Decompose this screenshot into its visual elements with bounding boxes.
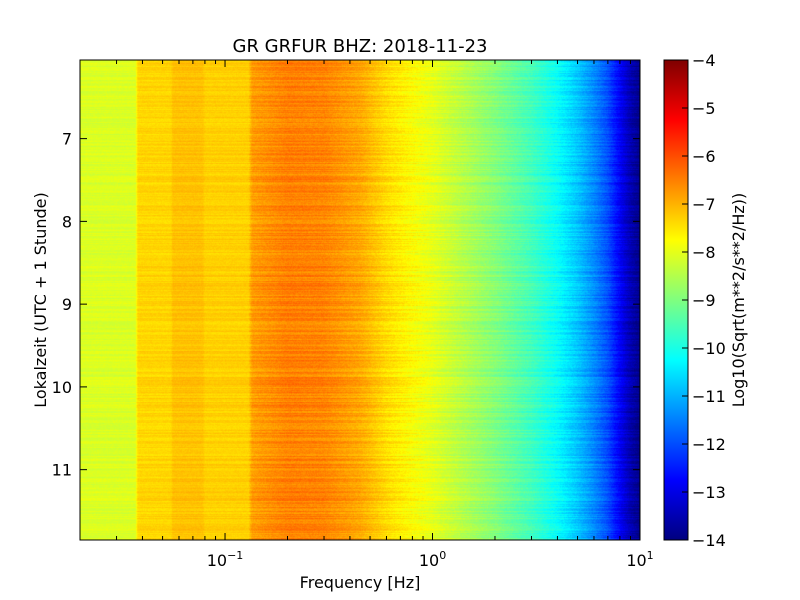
colorbar-tick-label: −12 — [692, 435, 726, 454]
chart-title: GR GRFUR BHZ: 2018-11-23 — [233, 36, 488, 57]
colorbar-tick-label: −6 — [692, 147, 716, 166]
heatmap-canvas — [80, 60, 640, 540]
colorbar-tick-label: −13 — [692, 483, 726, 502]
y-tick-label: 11 — [52, 461, 72, 480]
colorbar-tick-label: −11 — [692, 387, 726, 406]
plot-frame — [79, 59, 641, 541]
colorbar-label: Log10(Sqrt(m**2/s**2/Hz)) — [729, 193, 748, 408]
y-tick-label: 10 — [52, 378, 72, 397]
colorbar-tick-label: −14 — [692, 531, 726, 550]
colorbar-tick-label: −8 — [692, 243, 716, 262]
y-tick-label: 7 — [62, 130, 72, 149]
x-tick-label: 100 — [419, 549, 446, 570]
x-tick-label: 101 — [626, 549, 653, 570]
colorbar-tick-label: −9 — [692, 291, 716, 310]
heatmap — [80, 60, 640, 540]
y-tick-label: 9 — [62, 295, 72, 314]
y-axis-label: Lokalzeit (UTC + 1 Stunde) — [31, 192, 50, 407]
x-tick-label: 10−1 — [207, 549, 244, 570]
x-axis: 10−1 100 101 — [79, 60, 654, 570]
colorbar-tick-label: −10 — [692, 339, 726, 358]
colorbar-tick-label: −5 — [692, 99, 716, 118]
y-tick-label: 8 — [62, 212, 72, 231]
x-axis-label: Frequency [Hz] — [300, 573, 421, 592]
colorbar-axis: −4 −5 −6 −7 −8 −9 −10 −11 −12 −13 −14 — [682, 51, 726, 550]
colorbar-tick-label: −4 — [692, 51, 716, 70]
colorbar-tick-label: −7 — [692, 195, 716, 214]
y-axis: 7 8 9 10 11 — [52, 130, 640, 480]
